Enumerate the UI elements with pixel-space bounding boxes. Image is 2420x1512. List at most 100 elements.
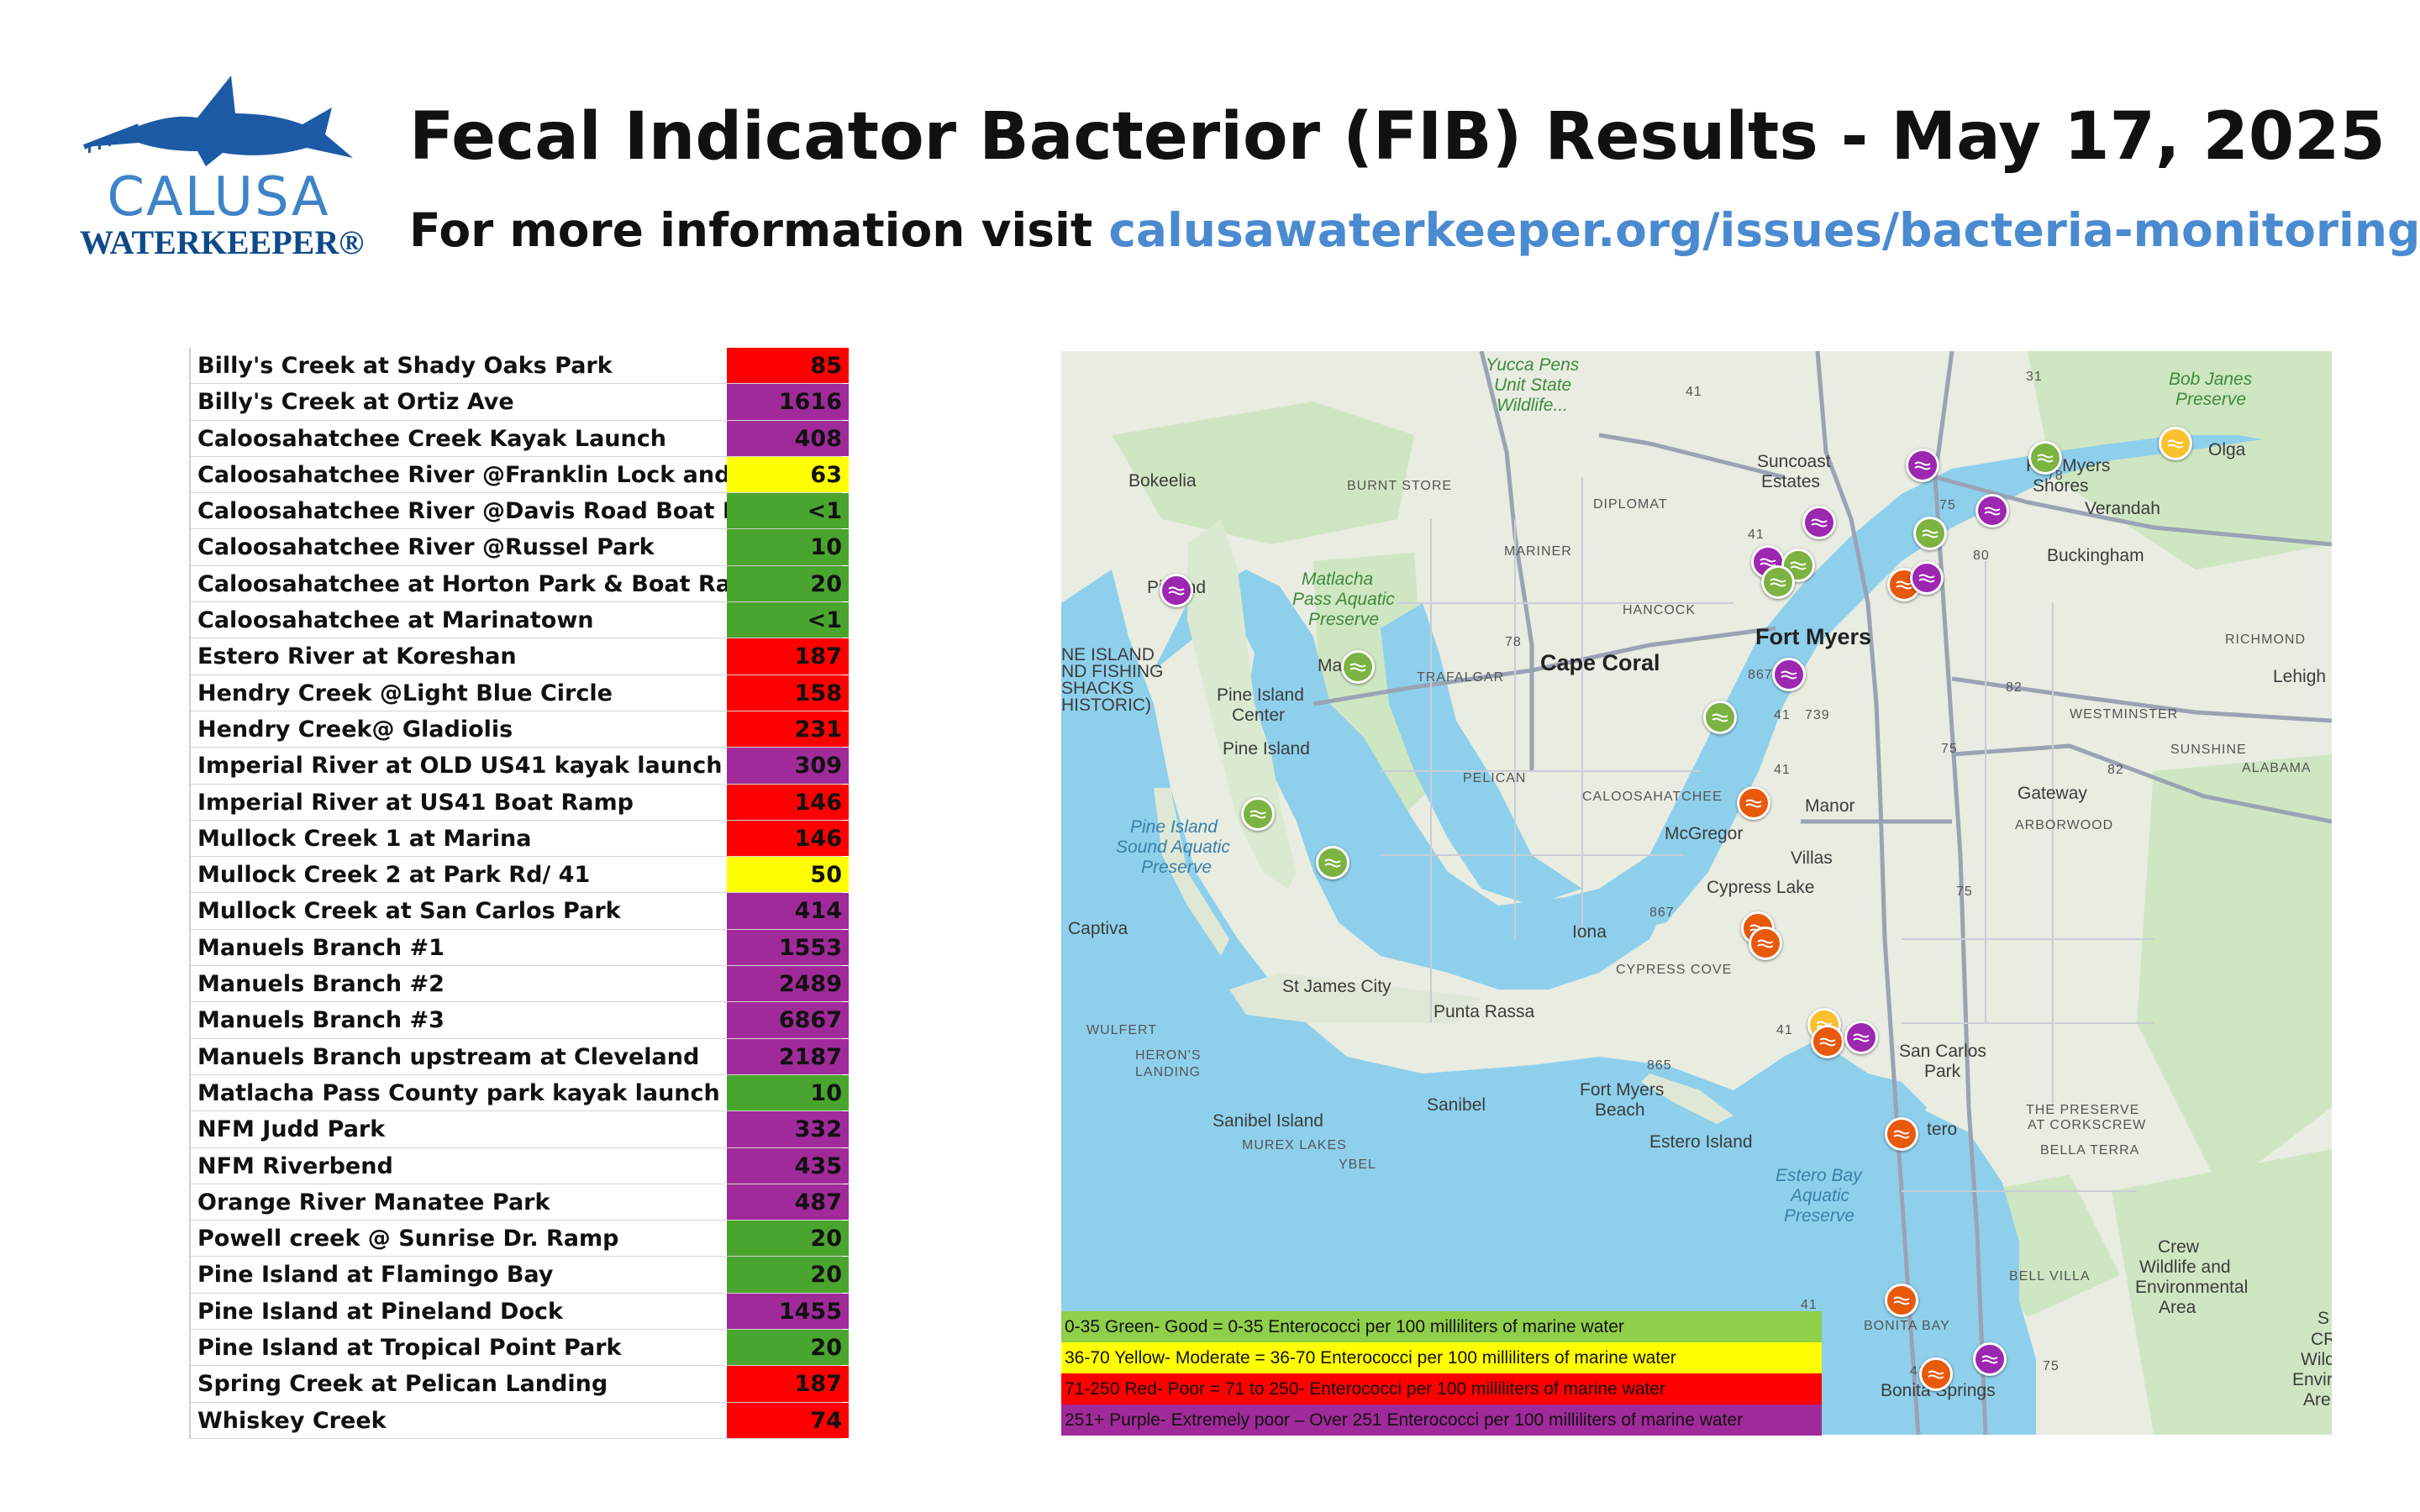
label-mariner: MARINER [1504,544,1572,559]
sample-marker-green[interactable] [1913,517,1947,550]
sample-marker-orange[interactable] [1749,927,1782,960]
fib-value: 158 [727,675,849,711]
table-row: Pine Island at Pineland Dock 1455 [191,1293,849,1331]
fib-value: 487 [727,1184,849,1221]
fib-value: 187 [727,1366,849,1402]
swim-icon [1928,1370,1944,1379]
label-verandah: Verandah [2085,499,2160,518]
sample-marker-purple[interactable] [1975,494,2009,528]
label-pine-island-center-2: Center [1232,706,1286,725]
swim-icon [1770,578,1786,587]
fib-value: 309 [727,748,849,784]
sample-marker-orange[interactable] [1737,786,1770,820]
label-suncoast-2: Estates [1761,472,1821,491]
logo-text-waterkeeper: WATERKEEPER® [80,223,365,261]
label-sanibel: Sanibel [1427,1095,1486,1115]
label-estero-island: Estero Island [1649,1132,1753,1152]
label-crew: Crew [2158,1237,2200,1257]
table-row: Manuels Branch upstream at Cleveland 2187 [191,1038,849,1075]
table-row: Hendry Creek@ Gladiolis 231 [191,711,849,748]
sample-marker-green[interactable] [1241,797,1275,831]
label-lehigh: Lehigh [2273,667,2327,686]
label-diplomat: DIPLOMAT [1593,497,1668,512]
sample-marker-orange[interactable] [1811,1025,1844,1058]
fib-value: 1455 [727,1293,849,1330]
sample-marker-purple[interactable] [1160,574,1193,607]
swim-icon [1896,580,1912,590]
table-row: Imperial River at US41 Boat Ramp 146 [191,784,849,821]
site-name: Pine Island at Pineland Dock [197,1298,563,1325]
table-row: Matlacha Pass County park kayak launch 10 [191,1074,849,1112]
sample-marker-purple[interactable] [1910,561,1944,595]
sample-marker-yellow[interactable] [2159,427,2192,460]
label-fort-myers-beach: Fort Myers [1580,1080,1665,1100]
site-name: Caloosahatchee at Horton Park & Boat Ram… [197,570,727,597]
sample-marker-purple[interactable] [1802,506,1836,539]
bacteria-monitoring-link[interactable]: calusawaterkeeper.org/issues/bacteria-mo… [1108,203,2420,257]
fib-value: 408 [727,420,849,456]
sample-marker-green[interactable] [1341,650,1375,684]
sample-marker-purple[interactable] [1772,658,1806,691]
label-bonita-bay: BONITA BAY [1864,1319,1950,1333]
label-estero-bay-preserve-2: Aquatic [1791,1186,1850,1205]
label-bokeelia: Bokeelia [1128,471,1197,491]
sample-marker-green[interactable] [1761,565,1795,599]
results-table: Billy's Creek at Shady Oaks Park 85 Billy'… [189,348,849,1439]
legend-item-yellow: 36-70 Yellow- Moderate = 36-70 Enterococ… [1061,1342,1822,1373]
label-cypress-lake: Cypress Lake [1707,878,1815,897]
label-bob-janes: Bob Janes [2169,370,2253,389]
fib-value: 50 [727,857,849,893]
road-shield-41d: 41 [1774,763,1791,777]
swim-icon [1168,586,1185,596]
fib-value: 85 [727,348,849,384]
label-arborwood: ARBORWOOD [2015,818,2114,832]
sample-marker-purple[interactable] [1844,1021,1878,1054]
sample-marker-green[interactable] [1316,846,1349,879]
fib-value: 2489 [727,966,849,1002]
legend-item-red: 71-250 Red- Poor = 71 to 250- Enterococc… [1061,1373,1822,1404]
swim-icon [1757,939,1774,948]
label-crew-right-4: Environ [2292,1370,2332,1389]
map-legend: 0-35 Green- Good = 0-35 Enterococci per … [1061,1311,1822,1436]
label-estero: tero [1927,1120,1958,1139]
label-manor: Manor [1805,796,1855,816]
label-westminster: WESTMINSTER [2070,707,2179,722]
table-row: Mullock Creek 1 at Marina 146 [191,820,849,858]
sawfish-icon [82,76,353,166]
site-name: Billy's Creek at Ortiz Ave [197,389,514,416]
fib-value: 6867 [727,1002,849,1038]
sample-marker-purple[interactable] [1906,449,1939,482]
table-row: Caloosahatchee Creek Kayak Launch 408 [191,420,849,457]
sample-marker-orange[interactable] [1885,1117,1918,1151]
swim-icon [1811,518,1828,528]
logo-text-calusa: CALUSA [107,166,330,228]
label-cape-coral: Cape Coral [1540,650,1660,675]
sample-marker-green[interactable] [2028,441,2062,475]
fib-value: 332 [727,1111,849,1147]
swim-icon [1893,1296,1910,1305]
site-name: Mullock Creek at San Carlos Park [197,898,621,925]
road-shield-41e: 41 [1776,1023,1793,1037]
site-name: Hendry Creek@ Gladiolis [197,716,513,743]
label-burnt-store: BURNT STORE [1347,479,1453,493]
sample-marker-orange[interactable] [1919,1357,1953,1391]
table-row: Manuels Branch #2 2489 [191,966,849,1003]
site-name: Pine Island at Tropical Point Park [197,1335,622,1362]
label-san-carlos-park-2: Park [1924,1062,1961,1081]
label-bella-terra: BELLA TERRA [2040,1143,2140,1158]
road-shield-865: 865 [1647,1058,1672,1073]
sample-marker-purple[interactable] [1973,1342,2007,1376]
road-shield-75c: 75 [1956,885,1973,899]
label-pine-island-fishing-shacks-2: ND FISHING [1061,662,1164,681]
label-matlacha-pass-2: Pass Aquatic [1292,590,1395,609]
site-name: Manuels Branch #1 [197,934,445,961]
sample-marker-green[interactable] [1703,701,1737,734]
sample-marker-orange[interactable] [1885,1284,1918,1317]
sampling-map[interactable]: 41 31 78 78 80 41 867 82 82 739 41 41 75… [1061,351,2332,1435]
road-shield-41b: 41 [1748,528,1765,542]
table-row: Pine Island at Tropical Point Park 20 [191,1330,849,1367]
site-name: NFM Riverbend [197,1152,393,1179]
site-name: Spring Creek at Pelican Landing [197,1371,608,1398]
table-row: Billy's Creek at Shady Oaks Park 85 [191,348,849,385]
label-buckingham: Buckingham [2047,546,2144,565]
